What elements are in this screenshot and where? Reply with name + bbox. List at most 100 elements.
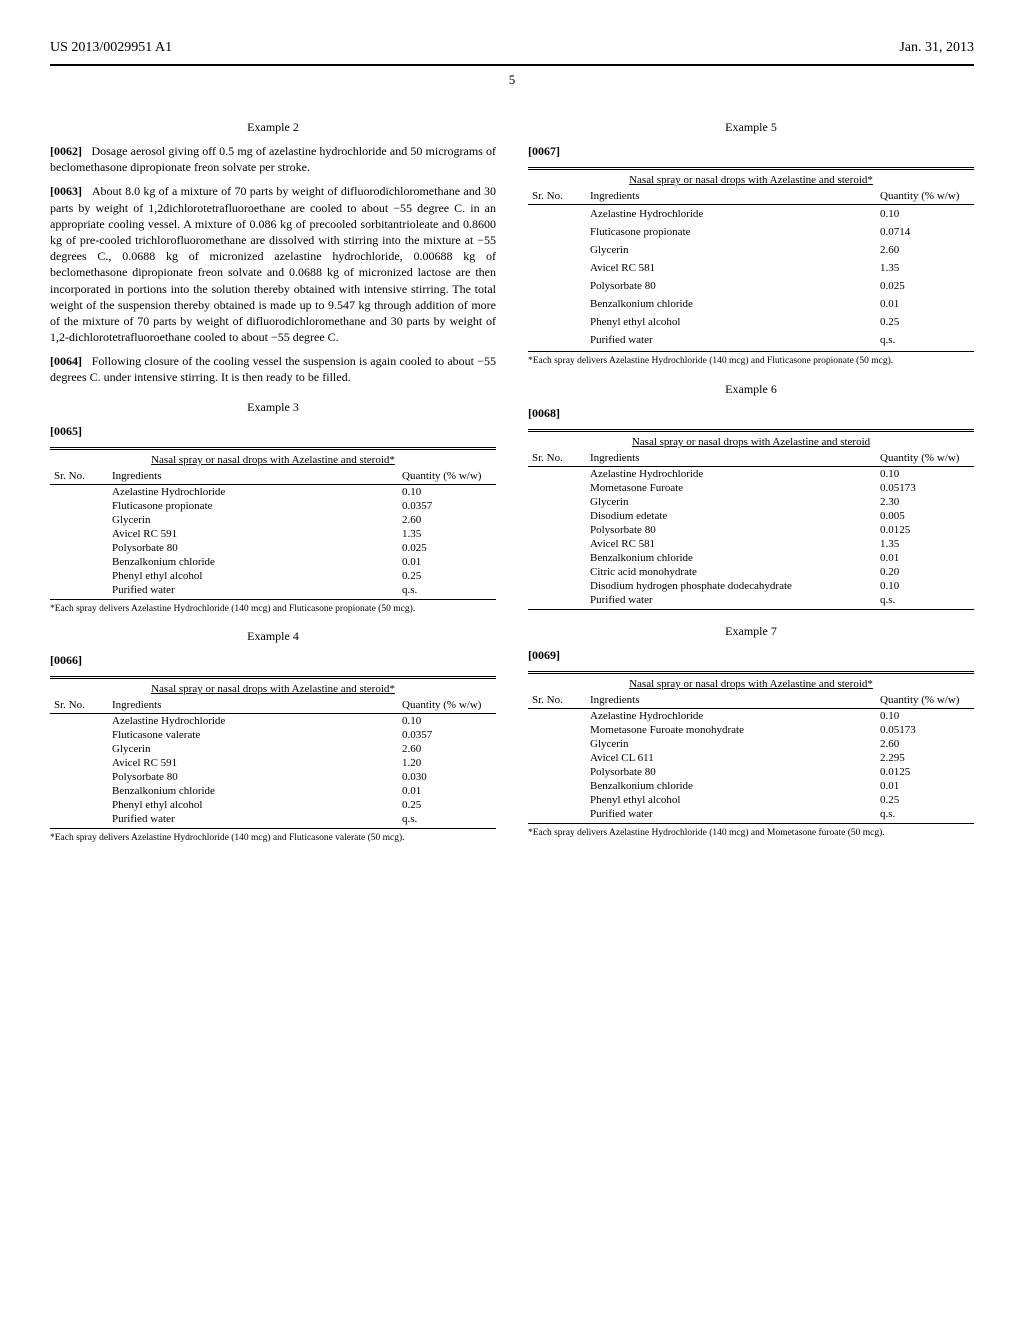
cell-ingredient: Phenyl ethyl alcohol xyxy=(586,313,876,331)
cell-quantity: 0.10 xyxy=(398,484,496,499)
cell-sr xyxy=(528,723,586,737)
cell-quantity: 0.10 xyxy=(876,205,974,224)
table-row: Glycerin2.60 xyxy=(50,742,496,756)
cell-sr xyxy=(50,583,108,597)
cell-sr xyxy=(528,259,586,277)
table-row: Citric acid monohydrate0.20 xyxy=(528,565,974,579)
para-num: [0062] xyxy=(50,144,82,158)
cell-ingredient: Polysorbate 80 xyxy=(586,765,876,779)
example-5-footnote: *Each spray delivers Azelastine Hydrochl… xyxy=(528,356,974,367)
table-row: Polysorbate 800.0125 xyxy=(528,765,974,779)
example-6-table: Nasal spray or nasal drops with Azelasti… xyxy=(528,429,974,610)
cell-quantity: 2.60 xyxy=(876,737,974,751)
cell-quantity: 0.025 xyxy=(876,277,974,295)
cell-sr xyxy=(528,565,586,579)
cell-ingredient: Avicel RC 581 xyxy=(586,537,876,551)
para-text: Following closure of the cooling vessel … xyxy=(50,354,496,384)
cell-quantity: q.s. xyxy=(876,331,974,349)
table-body: Azelastine Hydrochloride0.10Fluticasone … xyxy=(50,714,496,827)
col-quantity: Quantity (% w/w) xyxy=(398,697,496,714)
table-row: Avicel RC 5911.20 xyxy=(50,756,496,770)
cell-ingredient: Benzalkonium chloride xyxy=(586,295,876,313)
cell-ingredient: Polysorbate 80 xyxy=(586,523,876,537)
cell-quantity: 1.35 xyxy=(876,259,974,277)
cell-sr xyxy=(50,742,108,756)
cell-quantity: 0.01 xyxy=(876,295,974,313)
table-row: Purified waterq.s. xyxy=(528,331,974,349)
table-row: Azelastine Hydrochloride0.10 xyxy=(528,205,974,224)
cell-ingredient: Polysorbate 80 xyxy=(108,770,398,784)
table-row: Fluticasone propionate0.0357 xyxy=(50,499,496,513)
table-body: Azelastine Hydrochloride0.10Mometasone F… xyxy=(528,466,974,607)
cell-quantity: 0.05173 xyxy=(876,481,974,495)
cell-quantity: 0.0125 xyxy=(876,523,974,537)
cell-sr xyxy=(50,784,108,798)
doc-date: Jan. 31, 2013 xyxy=(899,40,974,56)
cell-sr xyxy=(528,295,586,313)
cell-quantity: 1.35 xyxy=(398,527,496,541)
cell-quantity: 2.30 xyxy=(876,495,974,509)
cell-sr xyxy=(528,523,586,537)
cell-ingredient: Avicel RC 591 xyxy=(108,756,398,770)
para-0065: [0065] xyxy=(50,423,496,439)
cell-sr xyxy=(528,779,586,793)
cell-quantity: 0.005 xyxy=(876,509,974,523)
cell-sr xyxy=(528,737,586,751)
cell-sr xyxy=(50,527,108,541)
table-row: Disodium edetate0.005 xyxy=(528,509,974,523)
cell-sr xyxy=(528,466,586,481)
cell-sr xyxy=(528,277,586,295)
cell-ingredient: Disodium edetate xyxy=(586,509,876,523)
cell-quantity: 1.35 xyxy=(876,537,974,551)
table-body: Azelastine Hydrochloride0.10Fluticasone … xyxy=(50,484,496,597)
table-row: Phenyl ethyl alcohol0.25 xyxy=(50,569,496,583)
para-text: Dosage aerosol giving off 0.5 mg of azel… xyxy=(50,144,496,174)
table-row: Benzalkonium chloride0.01 xyxy=(528,295,974,313)
para-0068: [0068] xyxy=(528,405,974,421)
table-row: Glycerin2.60 xyxy=(528,241,974,259)
table-caption: Nasal spray or nasal drops with Azelasti… xyxy=(528,431,974,450)
cell-ingredient: Glycerin xyxy=(108,513,398,527)
cell-sr xyxy=(528,551,586,565)
para-0063: [0063] About 8.0 kg of a mixture of 70 p… xyxy=(50,183,496,345)
cell-quantity: 0.10 xyxy=(876,579,974,593)
table-row: Glycerin2.60 xyxy=(50,513,496,527)
page-number: 5 xyxy=(50,72,974,88)
cell-quantity: 0.25 xyxy=(398,798,496,812)
cell-ingredient: Benzalkonium chloride xyxy=(586,551,876,565)
cell-ingredient: Mometasone Furoate xyxy=(586,481,876,495)
table-caption: Nasal spray or nasal drops with Azelasti… xyxy=(528,673,974,692)
table-row: Phenyl ethyl alcohol0.25 xyxy=(528,313,974,331)
example-2-title: Example 2 xyxy=(50,120,496,135)
example-4-table: Nasal spray or nasal drops with Azelasti… xyxy=(50,676,496,829)
cell-quantity: 0.25 xyxy=(398,569,496,583)
cell-ingredient: Benzalkonium chloride xyxy=(586,779,876,793)
col-ingredients: Ingredients xyxy=(108,468,398,485)
para-0067: [0067] xyxy=(528,143,974,159)
cell-ingredient: Fluticasone valerate xyxy=(108,728,398,742)
cell-sr xyxy=(50,714,108,729)
cell-quantity: 0.25 xyxy=(876,793,974,807)
table-row: Avicel CL 6112.295 xyxy=(528,751,974,765)
cell-ingredient: Glycerin xyxy=(586,495,876,509)
cell-ingredient: Glycerin xyxy=(108,742,398,756)
cell-quantity: 2.60 xyxy=(398,513,496,527)
table-row: Benzalkonium chloride0.01 xyxy=(50,555,496,569)
cell-sr xyxy=(50,499,108,513)
table-row: Glycerin2.60 xyxy=(528,737,974,751)
cell-ingredient: Avicel RC 591 xyxy=(108,527,398,541)
para-num: [0068] xyxy=(528,406,560,420)
col-ingredients: Ingredients xyxy=(586,450,876,467)
cell-sr xyxy=(528,481,586,495)
cell-ingredient: Glycerin xyxy=(586,241,876,259)
table-row: Azelastine Hydrochloride0.10 xyxy=(50,484,496,499)
page-header: US 2013/0029951 A1 Jan. 31, 2013 xyxy=(50,40,974,56)
table-row: Mometasone Furoate0.05173 xyxy=(528,481,974,495)
cell-quantity: 2.60 xyxy=(398,742,496,756)
cell-quantity: 0.030 xyxy=(398,770,496,784)
two-column-layout: Example 2 [0062] Dosage aerosol giving o… xyxy=(50,106,974,845)
cell-sr xyxy=(528,793,586,807)
example-5-title: Example 5 xyxy=(528,120,974,135)
example-4-title: Example 4 xyxy=(50,629,496,644)
col-sr: Sr. No. xyxy=(50,697,108,714)
